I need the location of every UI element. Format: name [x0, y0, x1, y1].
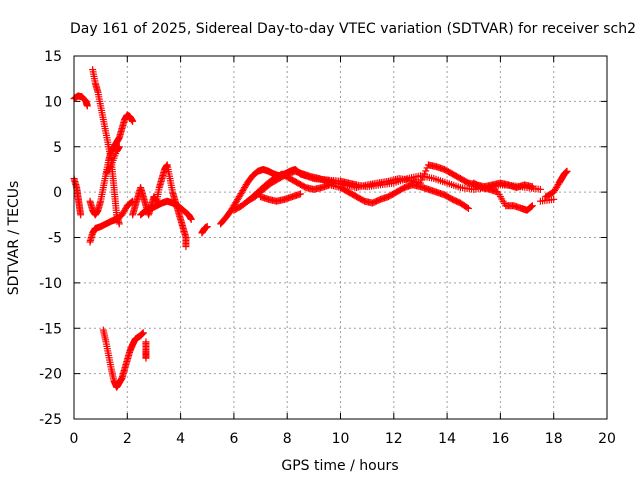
y-tick-label: 10 — [44, 94, 62, 110]
data-point — [142, 354, 150, 362]
data-point — [420, 170, 428, 178]
y-tick-label: -10 — [39, 276, 62, 292]
data-point — [536, 185, 544, 193]
data-point — [128, 198, 136, 206]
x-tick-label: 14 — [438, 431, 456, 447]
data-point — [550, 195, 558, 203]
data-point — [464, 204, 472, 212]
x-tick-label: 6 — [229, 431, 238, 447]
data-point — [115, 143, 123, 151]
data-point — [297, 190, 305, 198]
data-point — [106, 162, 114, 170]
y-tick-label: 0 — [53, 185, 62, 201]
plot-frame — [73, 55, 608, 420]
data-point — [115, 220, 123, 228]
y-tick-label: -25 — [39, 412, 62, 428]
x-tick-label: 2 — [123, 431, 132, 447]
y-tick-label: -15 — [39, 321, 62, 337]
x-tick-label: 4 — [176, 431, 185, 447]
data-point — [419, 173, 427, 181]
x-tick-label: 16 — [491, 431, 509, 447]
x-tick-label: 8 — [283, 431, 292, 447]
data-point — [416, 179, 424, 187]
data-point — [528, 183, 536, 191]
data-point — [422, 167, 430, 175]
y-axis-title: SDTVAR / TECUs — [6, 181, 22, 296]
grid-lines — [74, 56, 607, 419]
x-axis-title: GPS time / hours — [281, 458, 398, 474]
data-points — [70, 66, 571, 391]
data-point — [182, 243, 190, 251]
data-point — [77, 211, 85, 219]
y-tick-label: -5 — [48, 231, 62, 247]
y-tick-label: 5 — [53, 140, 62, 156]
x-tick-label: 12 — [385, 431, 403, 447]
y-tick-label: 15 — [44, 49, 62, 65]
x-tick-label: 0 — [70, 431, 79, 447]
y-tick-label: -20 — [39, 367, 62, 383]
data-point — [463, 204, 471, 212]
x-tick-label: 18 — [545, 431, 563, 447]
data-point — [203, 223, 211, 231]
data-point — [528, 202, 536, 210]
chart-title: Day 161 of 2025, Sidereal Day-to-day VTE… — [70, 21, 636, 37]
x-tick-labels: 0 2 4 6 8 10 12 14 16 18 20 — [70, 431, 616, 447]
y-tick-labels: 15 10 5 0 -5 -10 -15 -20 -25 — [39, 49, 62, 428]
data-point — [187, 215, 195, 223]
data-point — [418, 176, 426, 184]
data-point — [139, 329, 147, 337]
data-point — [83, 102, 91, 110]
x-tick-label: 20 — [598, 431, 616, 447]
x-tick-label: 10 — [332, 431, 350, 447]
data-point — [527, 202, 535, 210]
data-point — [563, 167, 571, 175]
data-point — [129, 117, 137, 125]
